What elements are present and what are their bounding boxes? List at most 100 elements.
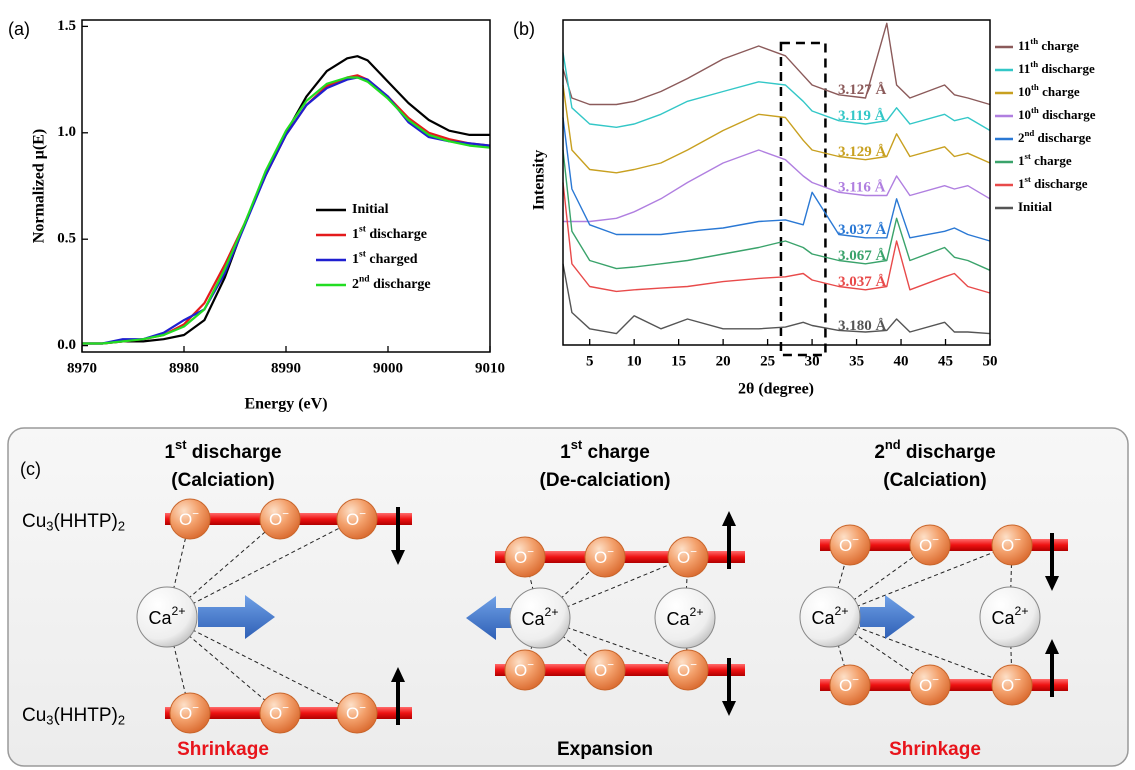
oxygen-label: O− — [1001, 674, 1021, 696]
series-line — [562, 263, 991, 335]
x-axis-label: Energy (eV) — [244, 396, 327, 413]
stage-title: 1st discharge — [164, 437, 281, 463]
series-line — [562, 52, 991, 132]
oxygen-label: O− — [269, 702, 289, 724]
legend-label: 10th charge — [1018, 82, 1080, 99]
oxygen-label: O− — [346, 702, 366, 724]
interaction-line — [829, 544, 1013, 618]
d-spacing-label: 3.037 Å — [838, 274, 887, 290]
oxygen-label: O− — [594, 546, 614, 568]
y-tick-label: 1.0 — [57, 124, 76, 140]
panel-label: (a) — [8, 19, 30, 39]
legend-label: 2nd discharge — [1018, 128, 1091, 145]
x-tick-label: 20 — [716, 353, 731, 369]
stage-result: Shrinkage — [889, 739, 981, 760]
legend-label: 2nd discharge — [352, 275, 431, 292]
motion-arrow — [860, 595, 915, 639]
oxygen-atom — [336, 692, 378, 734]
stage-subtitle: (De-calciation) — [540, 470, 671, 491]
shift-arrow-head — [1045, 576, 1059, 591]
oxygen-label: O− — [677, 546, 697, 568]
oxygen-atom — [169, 498, 211, 540]
series-line — [562, 84, 991, 174]
calcium-label: Ca2+ — [149, 604, 186, 627]
legend-label: 1st discharge — [1018, 174, 1088, 191]
series-line — [563, 149, 991, 223]
interaction-line — [829, 616, 1013, 686]
stage-title: 2nd discharge — [874, 437, 995, 463]
interaction-line — [829, 544, 851, 618]
calcium-ion — [979, 586, 1041, 648]
oxygen-atom — [667, 649, 709, 691]
layer-label: Cu3(HHTP)2 — [22, 705, 125, 728]
oxygen-atom — [259, 692, 301, 734]
oxygen-label: O− — [514, 659, 534, 681]
oxygen-label: O− — [919, 674, 939, 696]
calcium-label: Ca2+ — [667, 605, 704, 628]
oxygen-label: O− — [346, 508, 366, 530]
stage-title: 1st charge — [560, 437, 650, 463]
oxygen-atom — [504, 649, 546, 691]
oxygen-atom — [336, 498, 378, 540]
highlight-box — [779, 41, 827, 357]
oxygen-atom — [504, 536, 546, 578]
d-spacing-label: 3.037 Å — [838, 222, 887, 238]
motion-arrow — [466, 596, 525, 640]
x-tick-label: 8970 — [67, 360, 97, 376]
oxygen-atom — [909, 524, 951, 566]
calcium-ion — [654, 587, 716, 649]
series-line — [562, 182, 991, 294]
stage-result: Shrinkage — [177, 739, 269, 760]
series-line — [562, 149, 991, 271]
legend-label: Initial — [352, 202, 389, 217]
oxygen-atom — [584, 649, 626, 691]
oxygen-label: O− — [677, 659, 697, 681]
motion-arrow — [198, 595, 275, 639]
plot-frame — [562, 19, 991, 346]
x-tick-label: 25 — [760, 353, 775, 369]
oxygen-label: O− — [594, 659, 614, 681]
oxygen-atom — [584, 536, 626, 578]
x-tick-label: 8990 — [271, 360, 301, 376]
interaction-line — [166, 518, 358, 618]
x-tick-label: 15 — [671, 353, 686, 369]
calcium-label: Ca2+ — [992, 604, 1029, 627]
oxygen-label: O− — [919, 534, 939, 556]
x-tick-label: 5 — [586, 353, 594, 369]
series-line — [562, 117, 991, 242]
shift-arrow-head — [1045, 639, 1059, 654]
y-axis-label: Intensity — [531, 150, 548, 210]
d-spacing-label: 3.119 Å — [838, 108, 886, 124]
interaction-line — [1009, 544, 1013, 618]
calcium-ion — [136, 586, 198, 648]
d-spacing-label: 3.067 Å — [838, 248, 887, 264]
oxygen-label: O− — [1001, 534, 1021, 556]
oxygen-atom — [991, 524, 1033, 566]
x-tick-label: 40 — [894, 353, 909, 369]
oxygen-label: O− — [179, 702, 199, 724]
d-spacing-label: 3.129 Å — [838, 144, 887, 160]
series-line — [82, 74, 491, 345]
oxygen-label: O− — [269, 508, 289, 530]
legend-label: 1st discharge — [352, 225, 427, 242]
legend-label: 1st charged — [352, 250, 418, 267]
oxygen-label: O− — [179, 508, 199, 530]
d-spacing-label: 3.116 Å — [838, 180, 886, 196]
stage-subtitle: (Calciation) — [171, 470, 274, 491]
d-spacing-label: 3.180 Å — [838, 318, 887, 334]
shift-arrow-head — [391, 667, 405, 682]
oxygen-atom — [829, 524, 871, 566]
oxygen-atom — [169, 692, 211, 734]
y-tick-label: 0.0 — [57, 337, 76, 353]
oxygen-atom — [991, 664, 1033, 706]
plot-frame — [81, 19, 491, 353]
calcium-label: Ca2+ — [522, 605, 559, 628]
shift-arrow-head — [391, 550, 405, 565]
x-tick-label: 8980 — [169, 360, 199, 376]
calcium-label: Ca2+ — [812, 604, 849, 627]
stage-subtitle: (Calciation) — [883, 470, 986, 491]
oxygen-atom — [259, 498, 301, 540]
oxygen-label: O− — [839, 674, 859, 696]
interaction-line — [539, 556, 689, 619]
